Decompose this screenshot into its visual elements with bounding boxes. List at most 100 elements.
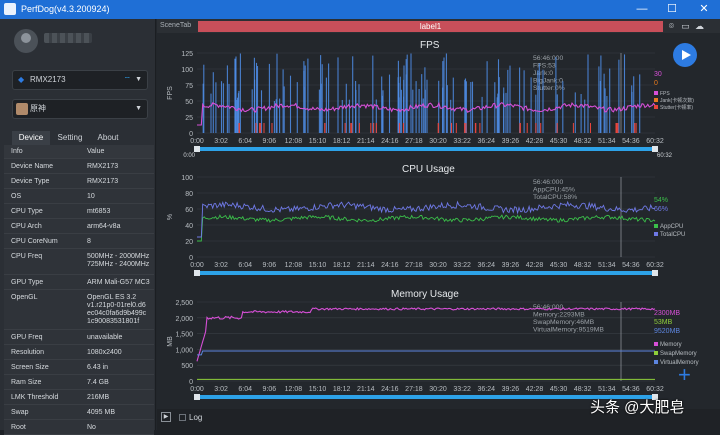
- table-header: Info Value: [4, 145, 154, 159]
- info-value: 1080x2400: [87, 349, 122, 356]
- app-select-value: 原神: [30, 104, 46, 113]
- close-button[interactable]: ✕: [699, 3, 709, 15]
- table-row: Swap 4095 MB: [4, 405, 154, 420]
- cpu-right-value: 54%: [654, 197, 668, 204]
- fps-x-tick: 45:30: [550, 138, 568, 145]
- add-marker-button[interactable]: +: [678, 362, 691, 387]
- fps-x-tick: 60:32: [646, 138, 664, 145]
- fps-legend-swatch: [654, 98, 658, 102]
- fps-x-tick: 15:10: [309, 138, 327, 145]
- table-row: CPU Freq 500MHz - 2000MHz 725MHz - 2400MH…: [4, 249, 154, 275]
- maximize-button[interactable]: ☐: [667, 3, 677, 15]
- mem-x-tick: 42:28: [526, 386, 544, 393]
- fps-legend-swatch: [654, 105, 658, 109]
- cpu-x-tick: 33:22: [453, 262, 471, 269]
- log-checkbox[interactable]: [179, 414, 186, 421]
- fps-x-tick: 33:22: [453, 138, 471, 145]
- cpu-x-tick: 51:34: [598, 262, 616, 269]
- fps-y-tick: 0: [189, 131, 193, 138]
- sidebar: ◆ RMX2173 ⌔ ▼ 原神 ▼ Device Setting About …: [0, 19, 156, 435]
- cpu-tooltip-line: 56:46:000: [533, 179, 563, 186]
- header-info: Info: [11, 148, 23, 155]
- play-button[interactable]: [673, 43, 697, 67]
- cpu-total-line: [197, 200, 655, 238]
- avatar[interactable]: [14, 29, 38, 53]
- android-icon: ◆: [18, 75, 25, 84]
- fps-x-tick: 3:02: [214, 138, 228, 145]
- sidebar-tabs: Device Setting About: [12, 131, 152, 145]
- cpu-x-tick: 54:36: [622, 262, 640, 269]
- title-bar: PerfDog(v4.3.200924) — ☐ ✕: [0, 0, 720, 19]
- mem-range-slider: [197, 395, 655, 399]
- cpu-x-tick: 6:04: [238, 262, 252, 269]
- mem-legend-label: VirtualMemory: [660, 360, 699, 366]
- fps-legend-swatch: [654, 91, 658, 95]
- mem-memory-line: [196, 306, 656, 362]
- cpu-legend-swatch: [654, 224, 658, 228]
- cpu-y-tick: 80: [185, 191, 193, 198]
- cpu-x-tick: 3:02: [214, 262, 228, 269]
- tab-about[interactable]: About: [97, 133, 119, 142]
- info-key: Screen Size: [11, 364, 49, 371]
- cpu-app-line: [197, 214, 656, 242]
- fps-chart-title: FPS: [420, 40, 440, 51]
- mem-tooltip-line: VirtualMemory:9519MB: [533, 327, 604, 334]
- mem-x-tick: 36:24: [477, 386, 495, 393]
- cpu-x-tick: 60:32: [646, 262, 664, 269]
- fps-x-tick: 27:18: [405, 138, 423, 145]
- mem-tooltip-line: Memory:2293MB: [533, 312, 585, 319]
- fps-range-start: 0:00: [183, 153, 195, 159]
- fps-x-tick: 9:06: [263, 138, 277, 145]
- table-row: CPU Arch arm64-v8a: [4, 219, 154, 234]
- info-key: LMK Threshold: [11, 394, 59, 401]
- mem-x-tick: 18:12: [333, 386, 351, 393]
- scene-tab-label[interactable]: SceneTab: [160, 22, 192, 29]
- fps-x-tick: 36:24: [477, 138, 495, 145]
- mem-right-value: 9520MB: [654, 328, 680, 335]
- mem-virtual-line: [197, 350, 655, 356]
- cloud-icon[interactable]: ☁: [695, 21, 704, 31]
- mem-x-tick: 6:04: [238, 386, 252, 393]
- fps-x-tick: 0:00: [190, 138, 204, 145]
- mem-y-tick: 1,500: [175, 332, 193, 339]
- main-panel: SceneTab label1 ⌾ ▭ ☁ FPS CPU Usage Memo…: [157, 19, 720, 430]
- info-key: CPU Arch: [11, 223, 42, 230]
- device-select[interactable]: ◆ RMX2173 ⌔ ▼: [12, 70, 148, 90]
- info-value: OpenGL ES 3.2 v1.r21p0-01rel0.d6 ec04c0f…: [87, 294, 147, 325]
- username-blurred: [44, 33, 92, 43]
- location-icon[interactable]: ⌾: [668, 21, 675, 31]
- table-row: Root No: [4, 420, 154, 435]
- cpu-x-tick: 36:24: [477, 262, 495, 269]
- cpu-x-tick: 9:06: [263, 262, 277, 269]
- folder-icon[interactable]: ▭: [681, 21, 690, 31]
- bottom-bar: ▶ Log: [157, 409, 720, 430]
- cpu-legend-label: TotalCPU: [660, 232, 685, 238]
- mem-legend-label: Memory: [660, 342, 682, 348]
- info-value: RMX2173: [87, 178, 119, 185]
- tab-setting[interactable]: Setting: [57, 133, 83, 142]
- table-row: CPU CoreNum 8: [4, 234, 154, 249]
- cpu-x-tick: 45:30: [550, 262, 568, 269]
- mem-x-tick: 12:08: [285, 386, 303, 393]
- app-select[interactable]: 原神 ▼: [12, 99, 148, 119]
- watermark: 头条 @大肥皂: [590, 399, 685, 416]
- mem-x-tick: 27:18: [405, 386, 423, 393]
- tab-device[interactable]: Device: [12, 131, 50, 145]
- info-value: RMX2173: [87, 163, 119, 170]
- log-label: Log: [189, 413, 203, 422]
- mem-y-label: MB: [167, 336, 174, 347]
- minimize-button[interactable]: —: [636, 3, 648, 15]
- fps-y-tick: 100: [181, 67, 193, 74]
- play-log-icon[interactable]: ▶: [161, 412, 171, 422]
- label-bar[interactable]: label1: [198, 21, 663, 32]
- fps-legend-label: Jank(卡顿次数): [660, 97, 694, 104]
- fps-x-tick: 48:32: [574, 138, 592, 145]
- mem-x-tick: 30:20: [429, 386, 447, 393]
- info-key: CPU CoreNum: [11, 238, 58, 245]
- cpu-range-slider: [197, 271, 655, 275]
- cpu-slider-handle-left: [194, 270, 200, 276]
- mem-y-tick: 2,500: [175, 300, 193, 307]
- fps-right-value: 0: [654, 80, 658, 87]
- mem-right-value: 2300MB: [654, 310, 680, 317]
